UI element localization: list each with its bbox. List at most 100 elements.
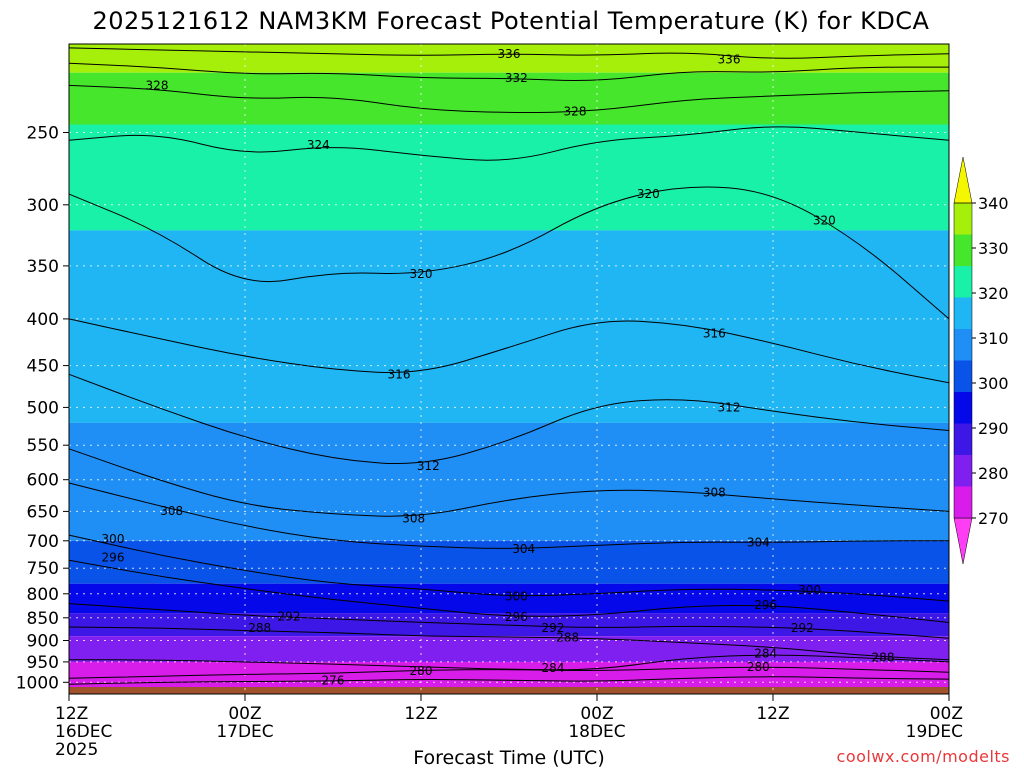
- isentrope-280: [68, 666, 950, 679]
- contour-label-32: 280: [410, 664, 433, 678]
- y-tick-label-900: 900: [27, 632, 59, 652]
- colorbar-label-290: 290: [978, 419, 1009, 438]
- x-tick-label-12-1: 00Z: [228, 704, 261, 724]
- colorbar-label-280: 280: [978, 464, 1009, 483]
- x-tick-label-24-1: 12Z: [404, 704, 437, 724]
- y-tick-label-350: 350: [27, 257, 59, 277]
- contour-label-31: 284: [542, 661, 565, 675]
- theta-band-5: [69, 540, 949, 584]
- theta-band-3: [69, 230, 949, 423]
- y-tick-label-700: 700: [27, 532, 59, 552]
- contour-label-25: 292: [542, 621, 565, 635]
- colorbar-segment-11: [953, 156, 973, 204]
- colorbar-segment-3: [954, 423, 972, 455]
- y-tick-label-800: 800: [27, 585, 59, 605]
- y-tick-label-950: 950: [27, 653, 59, 673]
- y-axis: 250 300 350 400 450 500 550 600 650 700 750 800 850 9…: [16, 124, 69, 693]
- x-tick-label-0-2: 16DEC: [55, 722, 112, 742]
- contour-label-2: 336: [718, 53, 741, 67]
- contour-label-27: 288: [248, 621, 271, 635]
- isentrope-324: [68, 126, 950, 161]
- y-tick-label-650: 650: [27, 502, 59, 522]
- colorbar-segment-2: [954, 455, 972, 487]
- colorbar-label-300: 300: [978, 374, 1009, 393]
- contour-label-14: 308: [160, 504, 183, 518]
- contour-label-13: 308: [703, 486, 726, 500]
- isentrope-284: [69, 654, 950, 671]
- y-tick-label-400: 400: [27, 310, 59, 330]
- theta-band-9: [69, 661, 949, 687]
- colorbar-segment-0: [953, 517, 973, 565]
- isentrope-300: [68, 534, 950, 602]
- isentrope-328: [68, 84, 950, 113]
- contour-label-17: 304: [747, 536, 770, 550]
- contour-label-34: 276: [322, 673, 345, 687]
- y-tick-label-850: 850: [27, 609, 59, 629]
- colorbar-segment-1: [954, 486, 972, 518]
- contour-label-layer: 336 332 336 328 328 324 320 320 320 316 316 312 312 3…: [102, 47, 895, 687]
- colorbar-label-340: 340: [978, 194, 1009, 213]
- colorbar-segment-10: [954, 203, 972, 235]
- colorbar-label-270: 270: [978, 509, 1009, 528]
- contour-label-11: 312: [718, 400, 741, 414]
- colorbar-segment-5: [954, 360, 972, 392]
- contour-label-4: 328: [564, 104, 587, 118]
- theta-band-8: [69, 636, 949, 662]
- isentrope-layer: [68, 47, 950, 685]
- contour-label-20: 300: [505, 590, 528, 604]
- x-tick-label-48-1: 12Z: [756, 704, 789, 724]
- contour-label-28: 288: [556, 630, 579, 644]
- contour-label-29: 288: [872, 651, 895, 665]
- contour-label-9: 316: [703, 327, 726, 341]
- theta-band-10: [69, 687, 949, 694]
- x-tick-label-60-2: 19DEC: [906, 722, 963, 742]
- contour-label-5: 324: [307, 138, 330, 152]
- contour-label-1: 332: [505, 71, 528, 85]
- colorbar-label-310: 310: [978, 329, 1009, 348]
- y-tick-label-250: 250: [27, 124, 59, 144]
- credit-text: coolwx.com/modelts: [837, 747, 1010, 766]
- colorbar-label-330: 330: [978, 239, 1009, 258]
- y-tick-label-550: 550: [27, 436, 59, 456]
- x-tick-label-60-1: 00Z: [930, 704, 963, 724]
- x-tick-label-12-2: 17DEC: [216, 722, 273, 742]
- contour-label-26: 292: [791, 621, 814, 635]
- contour-label-10: 316: [388, 367, 411, 381]
- isentrope-336: [68, 47, 950, 59]
- y-tick-label-450: 450: [27, 357, 59, 377]
- colorbar-segment-4: [954, 392, 972, 424]
- plot-area: 336 332 336 328 328 324 320 320 320 316 316 312 312 3…: [68, 43, 950, 695]
- isentrope-288: [68, 626, 950, 661]
- colorbar: 340 330 320 310 300 290 280 270: [953, 156, 1009, 565]
- isentrope-296: [68, 559, 950, 623]
- isentrope-292: [68, 603, 950, 639]
- contour-label-21: 300: [798, 583, 821, 597]
- y-tick-label-600: 600: [27, 471, 59, 491]
- x-tick-label-36-2: 18DEC: [568, 722, 625, 742]
- isentrope-276: [68, 676, 950, 685]
- contour-label-33: 280: [747, 660, 770, 674]
- contour-label-8: 320: [410, 267, 433, 281]
- colorbar-label-320: 320: [978, 284, 1009, 303]
- contour-label-6: 320: [637, 187, 660, 201]
- x-axis-label: Forecast Time (UTC): [413, 747, 604, 768]
- theta-fill-layer: [69, 44, 949, 694]
- x-tick-label-0-3: 2025: [55, 740, 98, 760]
- colorbar-segment-6: [954, 329, 972, 361]
- y-tick-label-1000: 1000: [16, 673, 59, 693]
- isentrope-308: [68, 448, 950, 517]
- isentrope-312: [68, 373, 950, 465]
- contour-label-19: 296: [102, 551, 125, 565]
- isentrope-320: [68, 186, 950, 320]
- theta-band-2: [69, 124, 949, 231]
- y-tick-label-750: 750: [27, 559, 59, 579]
- contour-label-23: 296: [754, 598, 777, 612]
- contour-label-3: 328: [146, 78, 169, 92]
- contour-label-12: 312: [417, 459, 440, 473]
- theta-band-1: [69, 72, 949, 125]
- x-tick-label-0-1: 12Z: [55, 704, 88, 724]
- y-tick-label-300: 300: [27, 196, 59, 216]
- y-tick-label-500: 500: [27, 398, 59, 418]
- colorbar-segment-9: [954, 234, 972, 266]
